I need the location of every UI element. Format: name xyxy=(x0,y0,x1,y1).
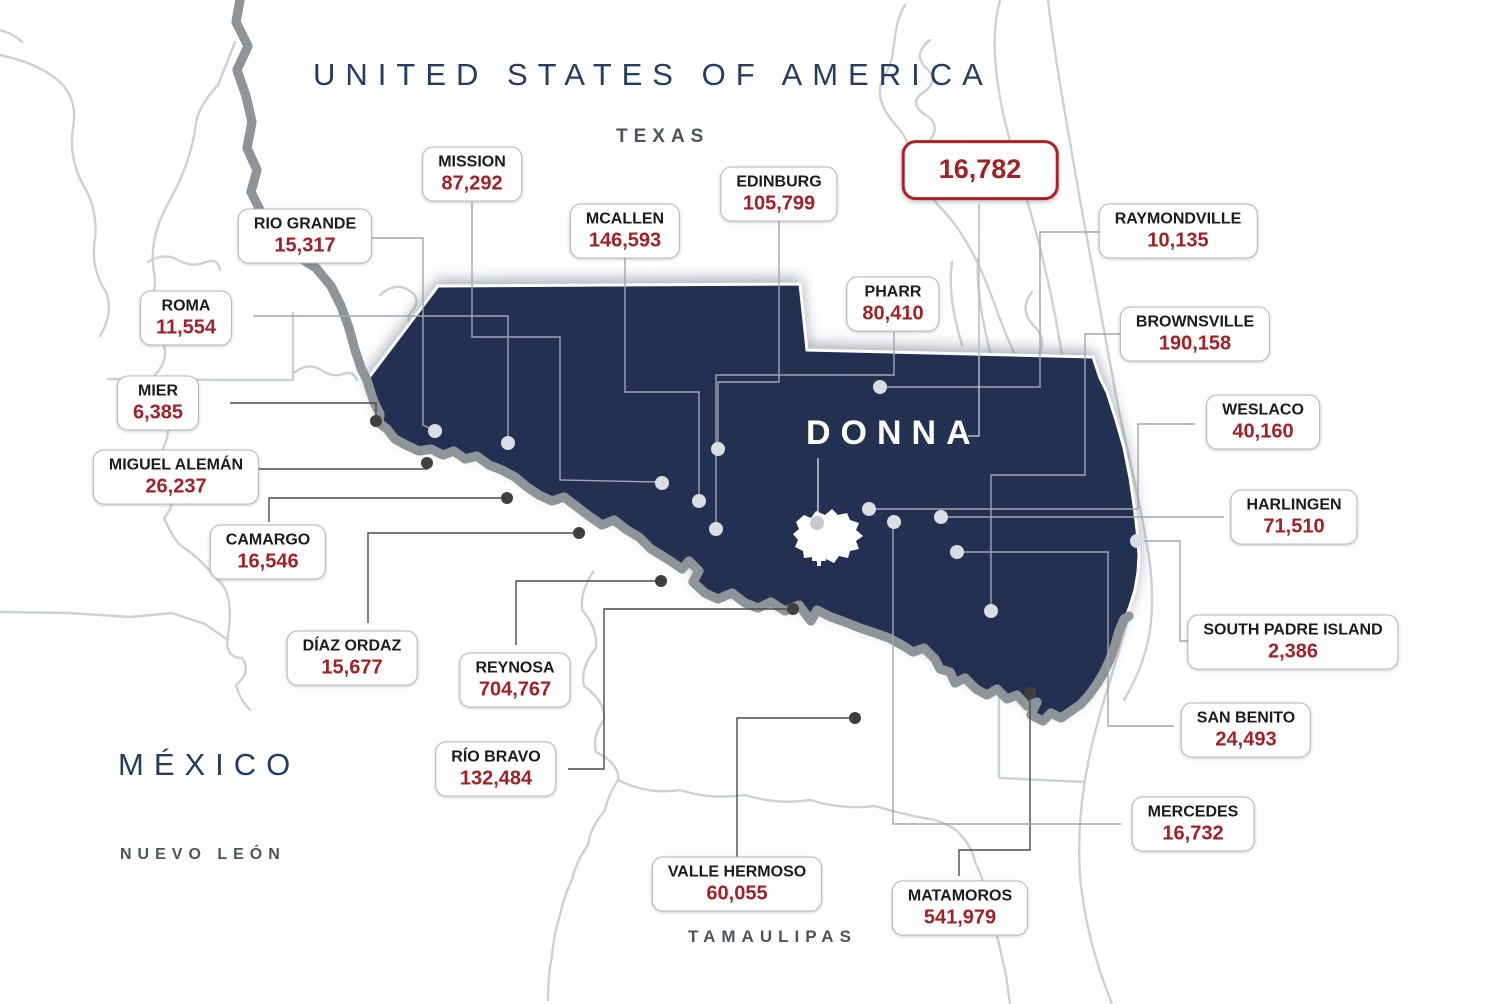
city-label-brownsville: BROWNSVILLE 190,158 xyxy=(1119,306,1271,362)
city-label-mier: MIER 6,385 xyxy=(116,375,200,431)
state-label-nuevo-leon: NUEVO LEÓN xyxy=(120,846,286,863)
city-label-raymondville: RAYMONDVILLE 10,135 xyxy=(1098,203,1258,259)
city-label-rio-bravo: RÍO BRAVO 132,484 xyxy=(435,741,557,797)
donna-population-value: 16,782 xyxy=(938,154,1022,185)
city-label-mission: MISSION 87,292 xyxy=(422,146,522,202)
country-label-usa: UNITED STATES OF AMERICA xyxy=(313,57,993,92)
donna-highlight-connector xyxy=(968,204,980,437)
city-dots-mexico xyxy=(370,415,1036,724)
city-dots-us xyxy=(428,380,1144,618)
city-label-diaz-ordaz: DÍAZ ORDAZ 15,677 xyxy=(286,630,418,686)
leader-lines-mexico xyxy=(230,402,1031,876)
city-label-edinburg: EDINBURG 105,799 xyxy=(720,166,838,222)
donna-city-dot xyxy=(810,516,824,530)
state-label-tamaulipas: TAMAULIPAS xyxy=(688,927,857,946)
city-label-mercedes: MERCEDES 16,732 xyxy=(1131,796,1255,852)
city-label-valle-hermoso: VALLE HERMOSO 60,055 xyxy=(651,856,823,912)
boundary-lines xyxy=(0,0,1154,1004)
city-label-roma: ROMA 11,554 xyxy=(139,290,233,346)
donna-population-box: 16,782 xyxy=(901,140,1059,200)
city-label-weslaco: WESLACO 40,160 xyxy=(1206,394,1320,450)
city-label-rio-grande: RIO GRANDE 15,317 xyxy=(237,208,373,264)
city-label-south-padre-island: SOUTH PADRE ISLAND 2,386 xyxy=(1187,614,1399,670)
leader-lines-us xyxy=(253,202,1224,825)
city-label-reynosa: REYNOSA 704,767 xyxy=(459,652,571,708)
city-label-harlingen: HARLINGEN 71,510 xyxy=(1230,489,1358,545)
city-label-mcallen: MCALLEN 146,593 xyxy=(569,203,681,259)
city-label-miguel-aleman: MIGUEL ALEMÁN 26,237 xyxy=(92,449,260,505)
city-label-camargo: CAMARGO 16,546 xyxy=(209,524,327,580)
rio-grande-river xyxy=(231,0,1134,726)
city-label-san-benito: SAN BENITO 24,493 xyxy=(1180,702,1312,758)
city-label-matamoros: MATAMOROS 541,979 xyxy=(891,880,1029,936)
region-name-donna: DONNA xyxy=(806,414,981,452)
donna-city-shape xyxy=(793,509,863,566)
state-label-texas: TEXAS xyxy=(616,126,710,147)
country-label-mexico: MÉXICO xyxy=(118,747,301,782)
city-label-pharr: PHARR 80,410 xyxy=(846,276,940,332)
